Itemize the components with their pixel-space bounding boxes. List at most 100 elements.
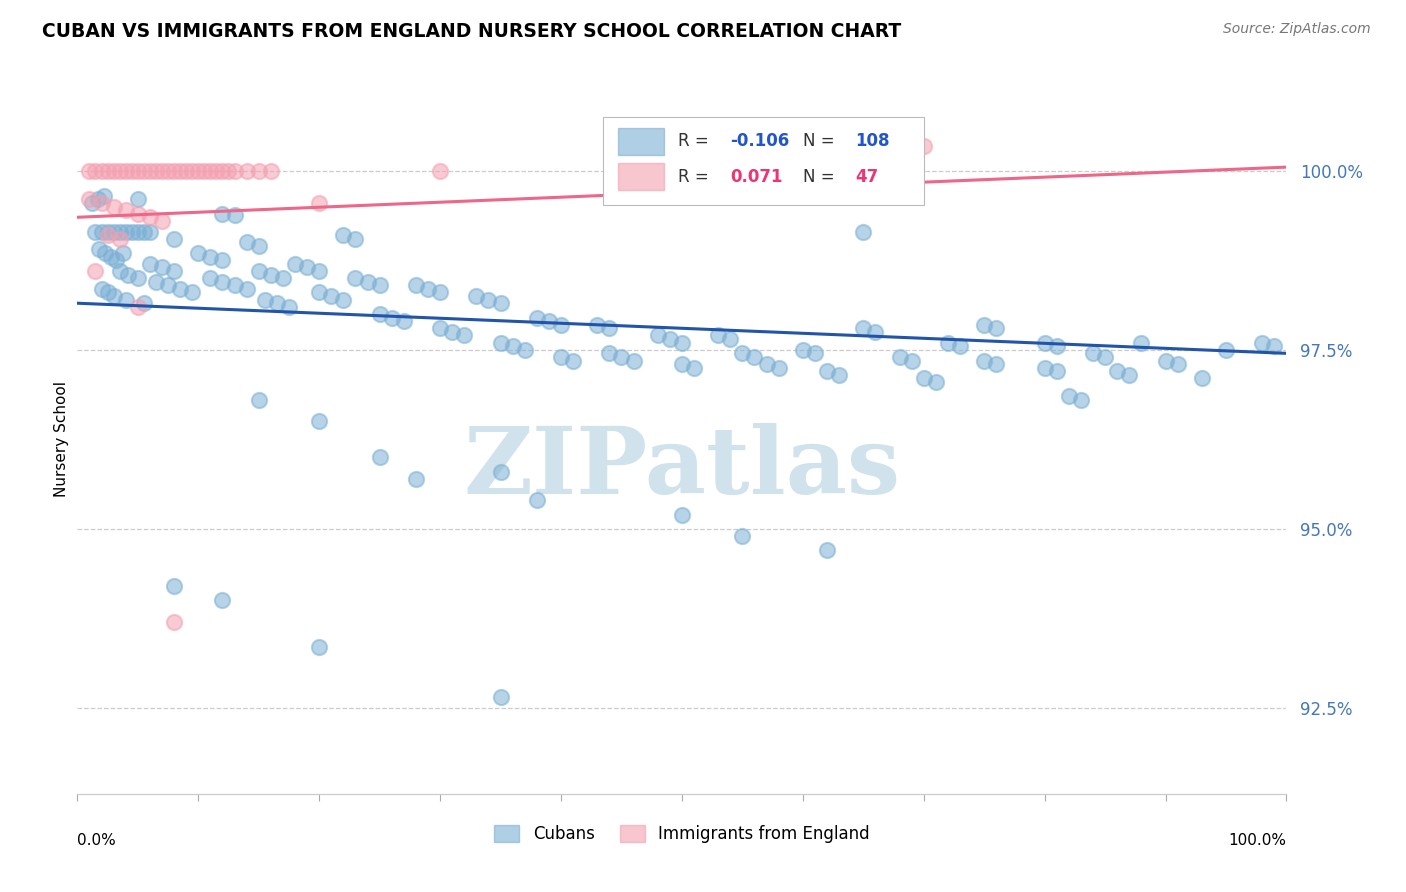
Point (1070, 392, 1092, 407)
Point (127, 225, 149, 239)
Text: ZIPatlas: ZIPatlas (464, 423, 900, 513)
Point (105, 253, 128, 268)
Point (308, 264, 330, 278)
Point (332, 228, 354, 243)
Point (610, 350, 633, 364)
Point (247, 163, 270, 178)
FancyBboxPatch shape (603, 117, 924, 205)
Point (90, 196, 112, 211)
Point (308, 414, 330, 428)
Point (211, 593, 233, 607)
Point (266, 296, 288, 310)
Point (145, 163, 167, 178)
Point (150, 260, 173, 275)
Point (108, 232, 131, 246)
Point (368, 307, 391, 321)
Point (224, 278, 246, 293)
Point (121, 225, 143, 239)
Point (260, 163, 283, 178)
Point (224, 208, 246, 222)
Point (865, 325, 887, 339)
Point (489, 465, 512, 479)
Point (211, 163, 233, 178)
Point (150, 163, 173, 178)
Point (93, 188, 115, 202)
Point (114, 203, 136, 218)
Point (949, 339, 972, 353)
Point (707, 328, 730, 343)
Point (284, 257, 307, 271)
Point (537, 314, 560, 328)
Point (308, 640, 330, 654)
Point (1046, 364, 1069, 378)
Point (127, 271, 149, 285)
Point (79, 192, 101, 206)
Point (181, 163, 204, 178)
Point (211, 275, 233, 289)
Text: 0.0%: 0.0% (77, 833, 117, 848)
Point (121, 163, 143, 178)
Point (271, 271, 294, 285)
Point (671, 335, 693, 350)
Point (1215, 343, 1237, 357)
Point (247, 264, 270, 278)
Point (973, 318, 995, 332)
Point (598, 346, 620, 360)
Point (79, 163, 101, 178)
Point (526, 310, 548, 325)
Point (658, 332, 681, 346)
Point (94, 246, 117, 260)
Point (925, 375, 948, 389)
Point (108, 225, 131, 239)
Point (405, 278, 427, 293)
Point (187, 163, 209, 178)
Point (986, 357, 1008, 371)
Point (96, 285, 118, 300)
Legend: Cubans, Immigrants from England: Cubans, Immigrants from England (488, 818, 876, 849)
Point (200, 163, 222, 178)
Text: 47: 47 (855, 168, 879, 186)
Text: 108: 108 (855, 133, 890, 151)
Point (718, 332, 741, 346)
Point (755, 357, 778, 371)
Point (815, 364, 838, 378)
Point (174, 163, 197, 178)
Point (986, 321, 1008, 335)
Point (489, 690, 512, 705)
Point (586, 318, 609, 332)
FancyBboxPatch shape (617, 128, 664, 155)
Point (295, 260, 318, 275)
Point (150, 214, 173, 228)
Point (1107, 364, 1129, 378)
Point (139, 163, 162, 178)
Point (912, 371, 935, 385)
Point (132, 163, 155, 178)
Text: R =: R = (678, 168, 714, 186)
Point (489, 335, 512, 350)
Point (103, 200, 125, 214)
Point (852, 163, 875, 178)
Point (1263, 339, 1285, 353)
Point (828, 368, 851, 382)
Point (224, 163, 246, 178)
Point (381, 310, 404, 325)
Point (623, 353, 645, 368)
Point (193, 163, 215, 178)
Text: R =: R = (678, 133, 714, 151)
Point (1118, 368, 1140, 382)
Point (1130, 335, 1153, 350)
Point (84, 225, 107, 239)
Point (247, 239, 270, 253)
Point (562, 353, 585, 368)
Point (526, 493, 548, 508)
Point (127, 192, 149, 206)
Point (87, 192, 110, 206)
Point (429, 321, 451, 335)
Text: CUBAN VS IMMIGRANTS FROM ENGLAND NURSERY SCHOOL CORRELATION CHART: CUBAN VS IMMIGRANTS FROM ENGLAND NURSERY… (42, 22, 901, 41)
Point (550, 318, 572, 332)
Point (1033, 335, 1056, 350)
Point (683, 360, 706, 375)
Point (550, 350, 572, 364)
Point (235, 163, 257, 178)
Point (852, 225, 875, 239)
